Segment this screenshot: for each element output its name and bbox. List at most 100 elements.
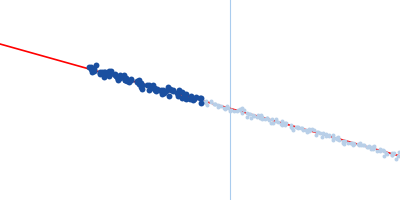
Point: [211, 102, 218, 106]
Point: [254, 115, 260, 118]
Point: [175, 94, 182, 97]
Point: [397, 154, 400, 157]
Point: [254, 114, 261, 117]
Point: [181, 97, 188, 100]
Point: [294, 125, 301, 128]
Point: [294, 126, 301, 130]
Point: [150, 87, 157, 90]
Point: [181, 95, 187, 99]
Point: [282, 123, 289, 126]
Point: [199, 98, 205, 102]
Point: [174, 91, 180, 94]
Point: [334, 138, 341, 141]
Point: [170, 88, 176, 91]
Point: [396, 151, 400, 154]
Point: [393, 158, 400, 161]
Point: [186, 97, 193, 100]
Point: [241, 108, 248, 111]
Point: [102, 71, 108, 74]
Point: [368, 146, 375, 149]
Point: [258, 114, 264, 117]
Point: [378, 148, 384, 151]
Point: [350, 143, 357, 146]
Point: [189, 96, 195, 99]
Point: [347, 142, 354, 145]
Point: [222, 107, 228, 110]
Point: [198, 101, 204, 104]
Point: [134, 79, 140, 82]
Point: [340, 141, 346, 144]
Point: [288, 125, 294, 128]
Point: [180, 92, 187, 95]
Point: [115, 78, 122, 81]
Point: [97, 71, 104, 75]
Point: [335, 137, 342, 140]
Point: [323, 133, 329, 136]
Point: [85, 66, 92, 69]
Point: [167, 88, 173, 91]
Point: [188, 94, 194, 97]
Point: [88, 70, 95, 73]
Point: [358, 143, 365, 146]
Point: [313, 133, 319, 137]
Point: [113, 75, 119, 78]
Point: [289, 127, 295, 130]
Point: [268, 121, 274, 124]
Point: [371, 146, 377, 149]
Point: [165, 87, 171, 90]
Point: [367, 147, 374, 150]
Point: [306, 127, 312, 130]
Point: [320, 132, 326, 135]
Point: [383, 152, 390, 155]
Point: [326, 135, 332, 138]
Point: [138, 82, 144, 85]
Point: [158, 88, 164, 91]
Point: [136, 78, 142, 81]
Point: [278, 120, 285, 123]
Point: [277, 122, 284, 125]
Point: [317, 131, 323, 134]
Point: [388, 152, 395, 155]
Point: [302, 128, 309, 131]
Point: [290, 128, 296, 132]
Point: [160, 88, 166, 91]
Point: [350, 142, 356, 145]
Point: [248, 116, 254, 119]
Point: [146, 89, 152, 92]
Point: [319, 135, 326, 138]
Point: [340, 142, 347, 145]
Point: [266, 119, 272, 122]
Point: [234, 109, 240, 112]
Point: [280, 122, 286, 125]
Point: [179, 91, 185, 94]
Point: [257, 116, 263, 119]
Point: [370, 144, 377, 148]
Point: [176, 88, 182, 91]
Point: [214, 104, 221, 107]
Point: [275, 120, 281, 123]
Point: [158, 93, 165, 96]
Point: [101, 75, 107, 78]
Point: [96, 71, 103, 74]
Point: [101, 74, 108, 77]
Point: [322, 134, 329, 138]
Point: [106, 73, 113, 76]
Point: [133, 80, 140, 83]
Point: [297, 126, 304, 130]
Point: [168, 89, 174, 92]
Point: [376, 149, 383, 152]
Point: [128, 77, 134, 81]
Point: [333, 136, 339, 140]
Point: [239, 107, 245, 110]
Point: [192, 95, 199, 98]
Point: [350, 143, 356, 146]
Point: [374, 149, 380, 152]
Point: [234, 108, 241, 111]
Point: [306, 129, 312, 132]
Point: [138, 83, 145, 86]
Point: [224, 104, 230, 107]
Point: [115, 78, 121, 82]
Point: [121, 79, 128, 82]
Point: [152, 89, 159, 92]
Point: [236, 107, 243, 111]
